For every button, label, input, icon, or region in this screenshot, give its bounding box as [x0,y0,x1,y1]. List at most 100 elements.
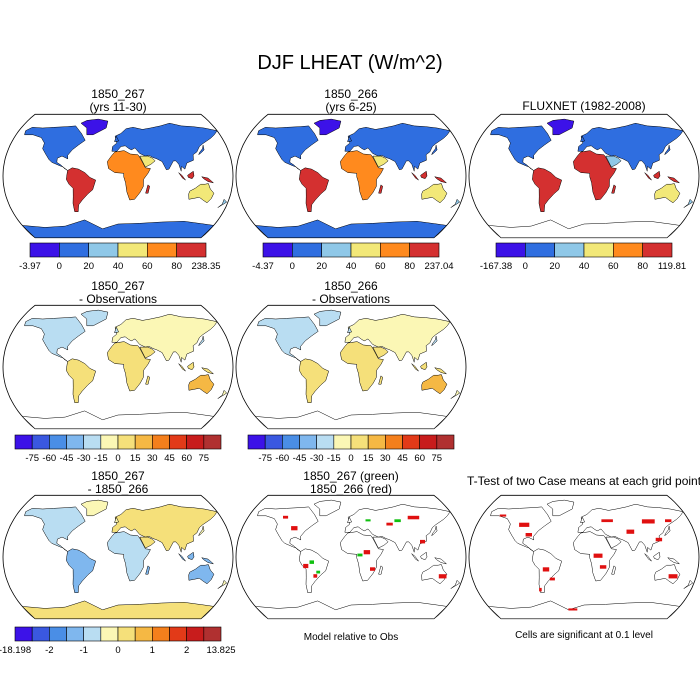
colorbar-tick-label: 40 [346,261,357,272]
continent-madagascar [145,375,150,385]
colorbar-box [88,242,119,258]
p3-map [468,113,700,239]
panel-title-line: T-Test of two Case means at each grid po… [466,474,700,488]
continent-southAmerica [299,167,330,212]
significant-cell [525,533,532,537]
continent-southAmerica [66,548,97,593]
colorbar-tick-label: -60 [42,453,56,464]
panel-title-line: (yrs 11-30) [89,100,147,114]
colorbar-tick-label: -2 [45,645,53,656]
colorbar-tick-label: 40 [113,261,124,272]
continent-australia [188,374,215,395]
colorbar-box [409,242,440,258]
significant-cell [549,577,555,581]
continent-antarctica [254,219,448,238]
continent-madagascar [611,565,616,575]
colorbar-box [333,434,352,450]
continent-southAmerica [299,358,330,403]
colorbar-box [134,434,153,450]
colorbar-tick-label: 238.35 [191,261,220,272]
colorbar-tick-label: -45 [60,453,74,464]
colorbar-tick-label: 119.81 [658,261,686,272]
colorbar-tick-label: -75 [25,453,39,464]
p4-map [2,304,234,430]
continent-greenland [80,309,109,327]
continent-africa [107,150,151,201]
significant-cell [386,522,393,526]
significant-cell [655,537,663,542]
colorbar-box [49,626,67,642]
continent-borneo [187,361,195,370]
continent-australia [654,564,681,585]
continent-arabia [605,155,622,168]
colorbar-tick-label: 0 [290,261,295,272]
colorbar-tick-label: 60 [375,261,386,272]
continent-madagascar [145,565,150,575]
colorbar-tick-label: 0 [57,261,62,272]
continent-nz [217,579,228,589]
colorbar-tick-label: 15 [130,453,141,464]
colorbar-tick-label: 30 [147,453,158,464]
continent-borneo [187,551,195,560]
continent-greenland [80,499,109,517]
p3-title: FLUXNET (1982-2008) [464,100,700,113]
continent-japan [198,526,205,537]
p9-note: Cells are significant at 0.1 level [515,630,653,641]
significant-cell [365,519,371,522]
continent-northAmerica [490,506,552,552]
colorbar-box [176,242,207,258]
colorbar-box [49,434,67,450]
significant-cell [568,608,578,611]
continent-uk [114,516,119,524]
continent-arabia [139,155,156,168]
continent-newGuinea [666,176,680,184]
continent-sumatra [411,553,419,562]
continent-japan [431,336,438,347]
p9-title: T-Test of two Case means at each grid po… [454,475,700,488]
p9-map [468,494,700,620]
p1-title: 1850_267 (yrs 11-30) [0,88,238,114]
continent-nz [450,579,461,589]
colorbar-box [380,242,410,258]
colorbar-box [262,242,293,258]
colorbar-tick-label: 15 [363,453,374,464]
colorbar-tick-label: 30 [380,453,391,464]
significant-cell [626,529,635,534]
continent-antarctica [21,410,215,429]
colorbar-tick-label: 60 [181,453,192,464]
colorbar-tick-label: 75 [199,453,210,464]
continent-borneo [653,170,661,179]
continent-arabia [139,346,156,359]
continent-sumatra [644,553,652,562]
panel-title-line: 1850_267 (green) [303,469,399,483]
colorbar-tick-label: -1 [79,645,87,656]
significant-cell [316,570,321,574]
continent-southAmerica [299,548,330,593]
p5-title: 1850_266- Observations [231,280,471,306]
continent-greenland [313,309,342,327]
continent-uk [347,326,352,334]
colorbar-box [117,626,136,642]
continent-antarctica [21,600,215,619]
continent-uk [114,135,119,143]
continent-borneo [187,170,195,179]
continent-greenland [80,118,109,136]
colorbar-box [247,434,266,450]
colorbar-box [436,434,455,450]
p8-map [235,494,467,620]
continent-australia [188,183,215,204]
colorbar-box [419,434,438,450]
continent-northAmerica [24,506,86,552]
p3-colorbar: -167.38 0 20 40 60 80 119.81 [480,242,686,272]
p5-map [235,304,467,430]
continent-greenland [313,499,342,517]
continent-africa [340,341,384,392]
colorbar-box [385,434,403,450]
colorbar-box [525,242,555,258]
continent-arabia [372,346,389,359]
continent-northAmerica [257,316,319,362]
significant-cell [542,567,550,572]
continent-southAmerica [66,167,97,212]
panel-title-line: - Observations [311,292,391,306]
continent-australia [654,183,681,204]
